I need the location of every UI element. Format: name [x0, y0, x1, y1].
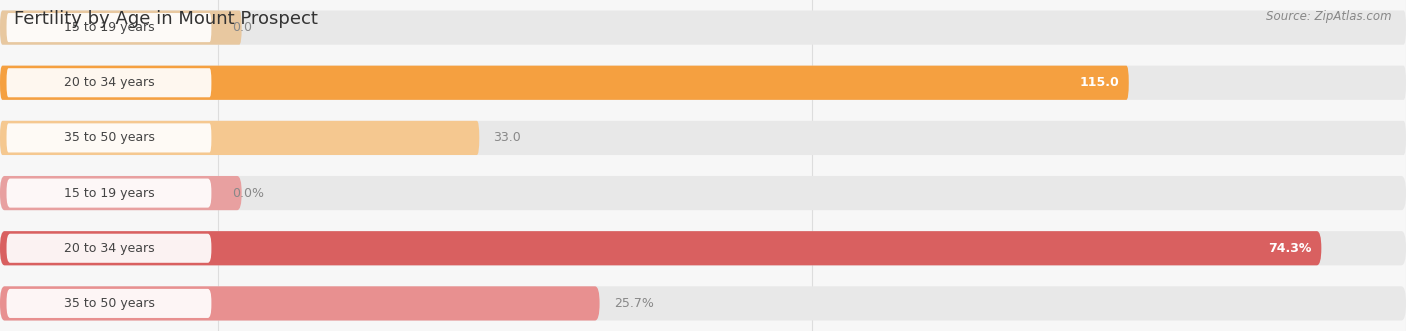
- Text: 15 to 19 years: 15 to 19 years: [63, 187, 155, 200]
- Text: 20 to 34 years: 20 to 34 years: [63, 76, 155, 89]
- Text: 35 to 50 years: 35 to 50 years: [63, 131, 155, 144]
- Text: 115.0: 115.0: [1080, 76, 1119, 89]
- FancyBboxPatch shape: [0, 66, 1129, 100]
- FancyBboxPatch shape: [0, 286, 1406, 320]
- FancyBboxPatch shape: [0, 176, 242, 210]
- FancyBboxPatch shape: [0, 176, 1406, 210]
- FancyBboxPatch shape: [7, 289, 211, 318]
- FancyBboxPatch shape: [7, 178, 211, 208]
- Text: 35 to 50 years: 35 to 50 years: [63, 297, 155, 310]
- Text: 15 to 19 years: 15 to 19 years: [63, 21, 155, 34]
- FancyBboxPatch shape: [7, 123, 211, 153]
- FancyBboxPatch shape: [7, 234, 211, 263]
- FancyBboxPatch shape: [0, 121, 479, 155]
- Text: 0.0: 0.0: [232, 21, 252, 34]
- FancyBboxPatch shape: [7, 68, 211, 97]
- FancyBboxPatch shape: [0, 121, 1406, 155]
- FancyBboxPatch shape: [0, 231, 1406, 265]
- FancyBboxPatch shape: [0, 11, 1406, 45]
- Text: 20 to 34 years: 20 to 34 years: [63, 242, 155, 255]
- FancyBboxPatch shape: [0, 286, 599, 320]
- Text: 33.0: 33.0: [494, 131, 522, 144]
- FancyBboxPatch shape: [0, 66, 1406, 100]
- FancyBboxPatch shape: [7, 13, 211, 42]
- Text: 74.3%: 74.3%: [1268, 242, 1312, 255]
- Text: Source: ZipAtlas.com: Source: ZipAtlas.com: [1267, 10, 1392, 23]
- Text: 25.7%: 25.7%: [614, 297, 654, 310]
- FancyBboxPatch shape: [0, 231, 1322, 265]
- Text: Fertility by Age in Mount Prospect: Fertility by Age in Mount Prospect: [14, 10, 318, 28]
- Text: 0.0%: 0.0%: [232, 187, 264, 200]
- FancyBboxPatch shape: [0, 11, 242, 45]
